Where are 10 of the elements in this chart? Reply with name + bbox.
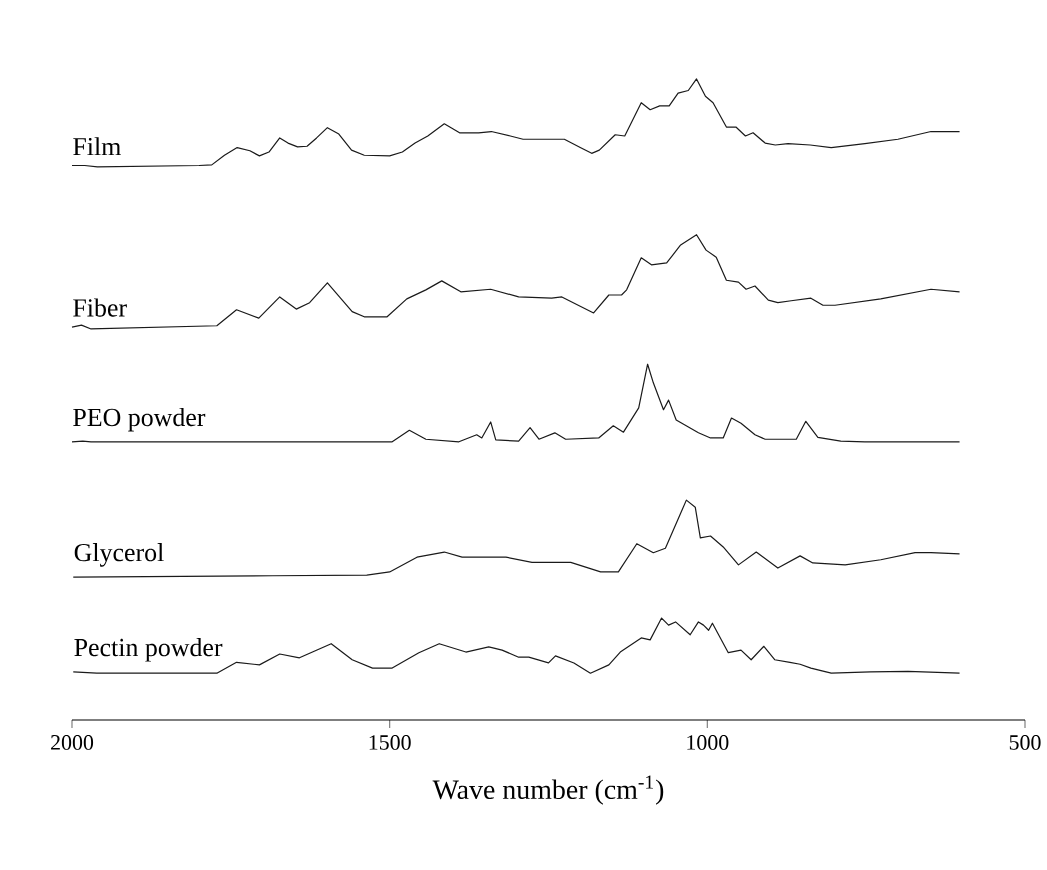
series-label: Fiber	[73, 298, 127, 317]
series-label: Film	[73, 137, 121, 156]
series-label: PEO powder	[73, 407, 206, 432]
x-axis-title: Wave number (cm$^{-1}$)	[432, 775, 664, 805]
series-label: Pectin powder	[74, 638, 223, 662]
x-tick-label: 1500	[369, 735, 411, 750]
x-tick-label: 2000	[51, 735, 94, 750]
series-label: Glycerol	[74, 543, 164, 567]
x-tick-label: 1000	[687, 735, 729, 750]
x-tick-label: 500	[1009, 735, 1041, 750]
